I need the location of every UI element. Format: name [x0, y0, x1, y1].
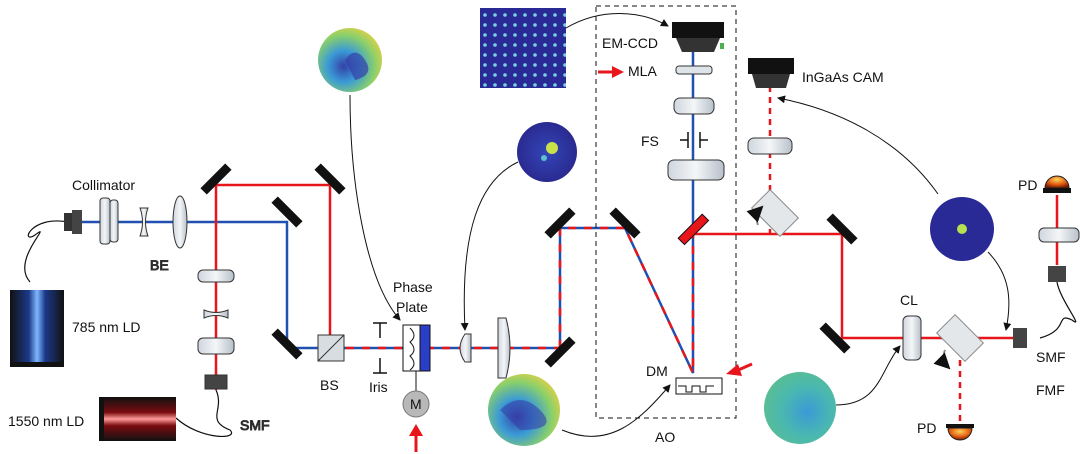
inset-phase-map-top [318, 28, 382, 92]
deformable-mirror: DM [646, 363, 723, 395]
mla-label: MLA [628, 63, 657, 79]
iris-label: Iris [369, 379, 388, 395]
phase-plate: Phase Plate [393, 279, 433, 392]
inset-spot-pattern [517, 122, 577, 182]
dm-label: DM [646, 363, 668, 379]
beam-splitter: BS [317, 334, 345, 393]
ao-box [595, 5, 737, 419]
photodiode-bottom: PD [917, 420, 974, 441]
motor: M [402, 390, 430, 418]
inset-residual-map [764, 372, 836, 444]
smf-right-label: SMF [1036, 349, 1066, 365]
ao-lenses [667, 97, 725, 181]
ingaas-label: InGaAs CAM [802, 69, 884, 85]
pd-top-label: PD [1018, 177, 1037, 193]
flip-mirror-ingaas [746, 188, 800, 238]
inset-focal-spot [930, 197, 994, 261]
motor-red-arrow [409, 424, 423, 452]
fs-label: FS [641, 133, 659, 149]
pd-bottom-label: PD [917, 420, 936, 436]
ld785-label: 785 nm LD [72, 319, 140, 335]
ld1550-source: 1550 nm LD [8, 397, 176, 441]
collimator-label: Collimator [72, 177, 135, 193]
cl-lens: CL [900, 292, 922, 361]
beam-paths [80, 50, 1059, 430]
dm-red-arrow [726, 362, 753, 376]
dichroic-mirror [677, 213, 710, 246]
relay-lenses [459, 317, 511, 379]
field-stop: FS [641, 132, 708, 149]
mla: MLA [598, 63, 713, 79]
inset-mla-spots [480, 8, 566, 88]
ingaas-camera: InGaAs CAM [747, 58, 884, 155]
bs-label: BS [320, 377, 339, 393]
flip-mirror-pd [933, 313, 985, 370]
iris: Iris [369, 322, 388, 395]
pointer-arrows [349, 13, 1012, 437]
beam-expander-lenses: BE [99, 195, 188, 274]
photodiode-top: PD [1018, 175, 1071, 193]
smf-left-label: SMF [240, 417, 270, 433]
ld1550-label: 1550 nm LD [8, 413, 84, 429]
emccd-camera: EM-CCD [602, 22, 724, 52]
fibers [24, 220, 1077, 438]
phase-plate-label-2: Plate [396, 299, 428, 315]
cl-label: CL [900, 292, 918, 308]
be-label: BE [150, 257, 169, 273]
phase-plate-label-1: Phase [393, 279, 433, 295]
smf-lenses: SMF [197, 269, 270, 434]
fmf-label: FMF [1036, 382, 1065, 398]
right-fiber-optics: SMF FMF [1013, 227, 1080, 398]
inset-phase-map-bottom [488, 374, 560, 446]
collimator: Collimator [64, 177, 135, 234]
ao-label: AO [655, 429, 675, 445]
ld785-source: 785 nm LD [10, 290, 140, 367]
mirrors [200, 163, 858, 368]
emccd-label: EM-CCD [602, 35, 658, 51]
motor-label: M [410, 396, 422, 412]
